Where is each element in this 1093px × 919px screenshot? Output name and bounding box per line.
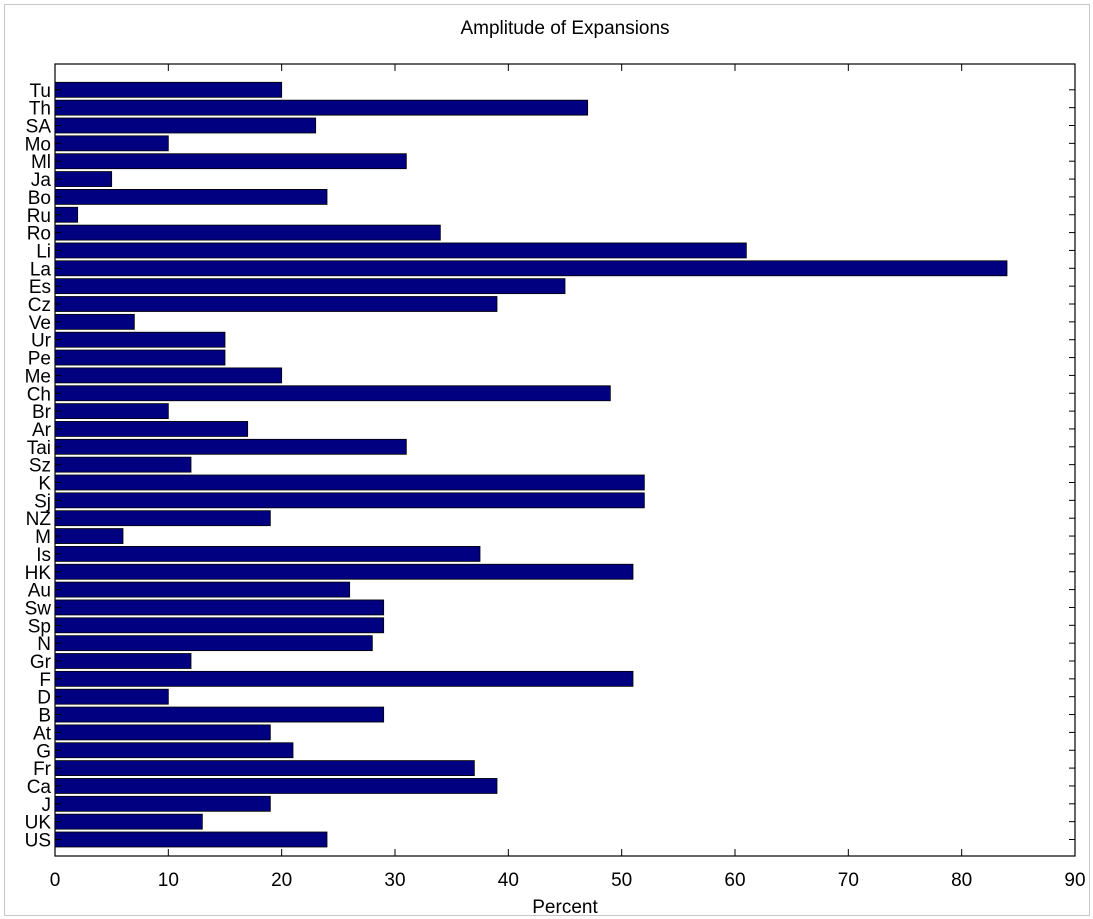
y-tick-label: Tu xyxy=(30,81,51,102)
bar-cz xyxy=(54,296,498,312)
bar-sj xyxy=(54,492,645,509)
bar-au xyxy=(54,581,351,598)
bar-is xyxy=(54,546,481,562)
y-tick-label: US xyxy=(25,831,51,852)
y-tick-label: Ch xyxy=(27,384,51,405)
bar-f xyxy=(54,670,634,687)
bar-ve xyxy=(54,313,135,330)
bar-ja xyxy=(54,171,113,187)
bar-fr xyxy=(54,760,475,776)
y-tick-label: Is xyxy=(36,545,51,566)
y-tick-label: Ve xyxy=(29,313,51,334)
bar-sz xyxy=(54,456,192,473)
x-tick-label: 90 xyxy=(1064,870,1085,891)
y-tick-label: Sj xyxy=(34,491,51,512)
y-tick-label: B xyxy=(38,706,51,727)
chart-title: Amplitude of Expansions xyxy=(460,18,669,39)
y-tick-label: SA xyxy=(26,117,52,138)
bar-mo xyxy=(54,135,169,152)
bar-d xyxy=(54,688,169,705)
bar-b xyxy=(54,706,385,723)
y-tick-label: Th xyxy=(29,99,51,120)
y-tick-label: Sz xyxy=(29,456,51,477)
x-tick-label: 0 xyxy=(50,870,61,891)
bar-sw xyxy=(54,599,385,616)
y-tick-label: Ml xyxy=(31,152,51,173)
x-tick-label: 30 xyxy=(384,870,405,891)
y-tick-label: Ro xyxy=(27,224,51,245)
bar-sa xyxy=(54,117,317,134)
y-tick-label: Sw xyxy=(25,598,52,619)
bar-ro xyxy=(54,224,441,241)
y-tick-label: Cz xyxy=(28,295,51,316)
y-tick-label: Ja xyxy=(31,170,52,191)
y-tick-label: Ru xyxy=(27,206,51,227)
y-tick-label: Au xyxy=(28,581,51,602)
y-tick-label: M xyxy=(35,527,51,548)
y-tick-label: HK xyxy=(25,563,52,584)
y-tick-label: Ur xyxy=(31,331,52,352)
y-tick-label: Sp xyxy=(28,616,51,637)
y-tick-label: D xyxy=(37,688,51,709)
figure-frame xyxy=(4,4,1090,916)
bar-pe xyxy=(54,349,226,366)
bar-hk xyxy=(54,563,634,580)
y-tick-label: Li xyxy=(36,241,51,262)
y-tick-label: Me xyxy=(25,366,51,387)
bar-uk xyxy=(54,813,203,830)
bar-me xyxy=(54,367,283,384)
y-tick-label: Ca xyxy=(27,777,52,798)
x-tick-label: 40 xyxy=(498,870,519,891)
bar-gr xyxy=(54,653,192,669)
x-axis-label: Percent xyxy=(532,897,598,918)
y-tick-label: Es xyxy=(29,277,51,298)
y-tick-label: N xyxy=(37,634,51,655)
bar-ur xyxy=(54,331,226,348)
bar-li xyxy=(54,242,747,259)
bar-ar xyxy=(54,421,249,437)
bar-ml xyxy=(54,153,407,170)
bar-j xyxy=(54,795,271,812)
y-tick-label: F xyxy=(39,670,51,691)
bar-us xyxy=(54,831,328,848)
y-tick-label: NZ xyxy=(26,509,52,530)
y-tick-label: Bo xyxy=(28,188,51,209)
bar-m xyxy=(54,528,124,544)
bar-la xyxy=(54,260,1008,277)
bar-tai xyxy=(54,438,407,455)
bar-br xyxy=(54,403,169,420)
y-tick-label: UK xyxy=(25,813,52,834)
y-tick-label: Br xyxy=(32,402,52,423)
x-tick-label: 70 xyxy=(838,870,859,891)
y-tick-label: At xyxy=(33,723,52,744)
bar-bo xyxy=(54,188,328,205)
y-tick-label: La xyxy=(30,259,52,280)
bar-tu xyxy=(54,81,283,98)
bar-k xyxy=(54,474,645,491)
y-tick-label: Tai xyxy=(27,438,51,459)
x-tick-label: 80 xyxy=(951,870,972,891)
bar-ch xyxy=(54,385,611,402)
y-tick-label: Gr xyxy=(30,652,52,673)
y-tick-label: Mo xyxy=(25,134,51,155)
y-tick-label: Fr xyxy=(33,759,52,780)
x-tick-label: 20 xyxy=(271,870,292,891)
bar-ca xyxy=(54,778,498,794)
x-tick-label: 50 xyxy=(611,870,632,891)
y-tick-label: K xyxy=(38,474,51,495)
bar-sp xyxy=(54,617,385,634)
x-tick-label: 60 xyxy=(724,870,745,891)
bar-es xyxy=(54,278,566,295)
x-tick-label: 10 xyxy=(158,870,179,891)
y-tick-label: Pe xyxy=(28,349,51,370)
bar-g xyxy=(54,742,294,759)
y-tick-label: Ar xyxy=(32,420,52,441)
bar-at xyxy=(54,724,271,741)
bar-th xyxy=(54,99,589,116)
y-tick-label: G xyxy=(36,741,51,762)
bar-nz xyxy=(54,510,271,527)
bar-n xyxy=(54,635,373,652)
y-tick-label: J xyxy=(42,795,52,816)
